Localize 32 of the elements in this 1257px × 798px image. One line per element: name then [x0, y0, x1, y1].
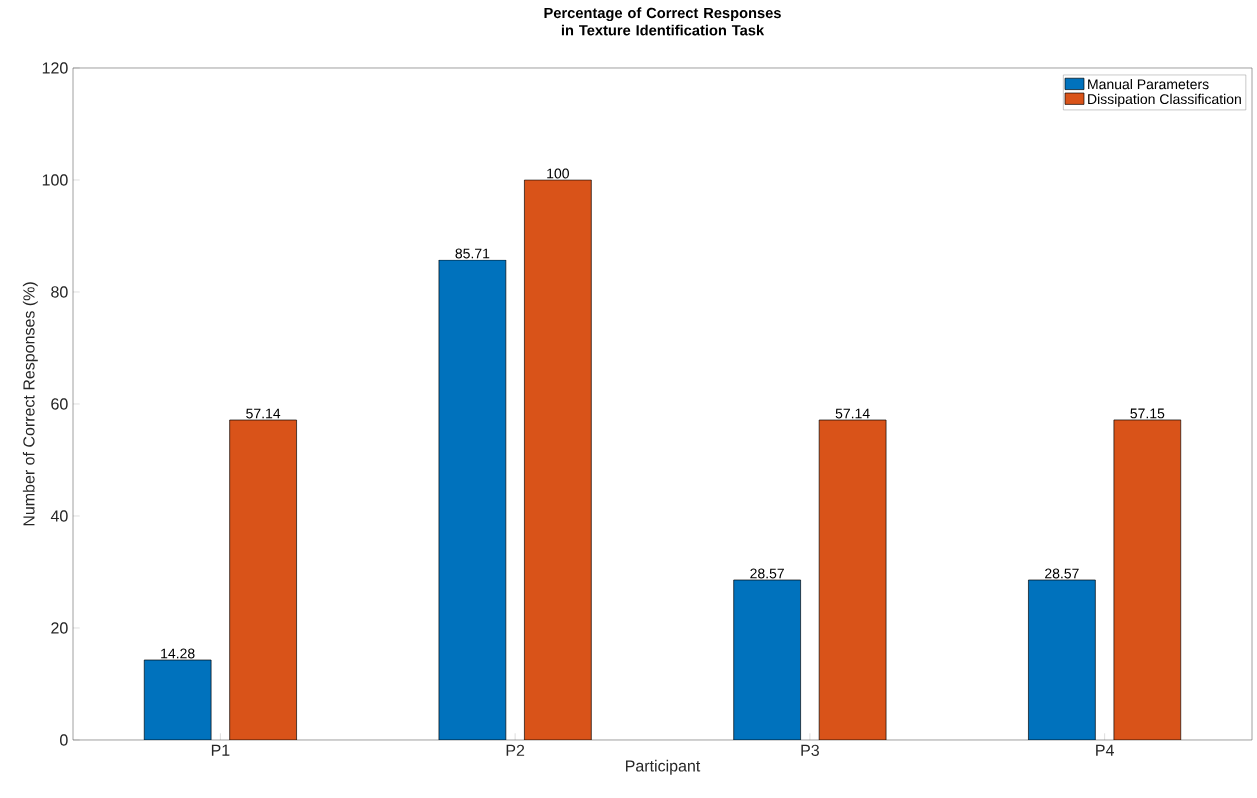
bar [733, 579, 801, 740]
bar [143, 659, 212, 740]
y-axis-title: Number of Correct Responses (%) [22, 282, 38, 526]
data-label: 57.15 [1130, 408, 1165, 419]
x-tick-label: P1 [211, 744, 230, 756]
data-label: 57.14 [835, 408, 870, 419]
data-label: 28.57 [750, 568, 784, 579]
legend-label: Manual Parameters [1088, 78, 1209, 90]
y-tick-label: 60 [51, 398, 68, 410]
y-tick-label: 40 [50, 510, 68, 522]
bar [818, 419, 887, 740]
x-axis-title: Participant [626, 759, 701, 775]
data-label: 100 [547, 168, 569, 179]
y-tick-label: 0 [60, 734, 68, 746]
legend-label: Dissipation Classification [1088, 93, 1241, 107]
bar [438, 259, 507, 740]
y-tick-label: 100 [42, 174, 68, 186]
bar [1028, 579, 1096, 740]
bar [524, 179, 592, 740]
y-tick-label: 120 [42, 62, 68, 74]
x-tick-label: P3 [801, 744, 819, 757]
x-tick-label: P2 [506, 744, 525, 756]
y-tick-label: 80 [51, 286, 68, 298]
bar [229, 419, 297, 740]
chart-title: Percentage of Correct Responses in Texture Identification Task [544, 7, 781, 36]
data-label: 28.57 [1045, 568, 1079, 579]
x-tick-label: P4 [1096, 744, 1114, 756]
y-tick-label: 20 [51, 622, 68, 634]
data-label: 57.14 [246, 408, 281, 419]
bar [1113, 419, 1182, 740]
data-label: 14.28 [161, 648, 195, 659]
data-label: 85.71 [455, 248, 490, 259]
